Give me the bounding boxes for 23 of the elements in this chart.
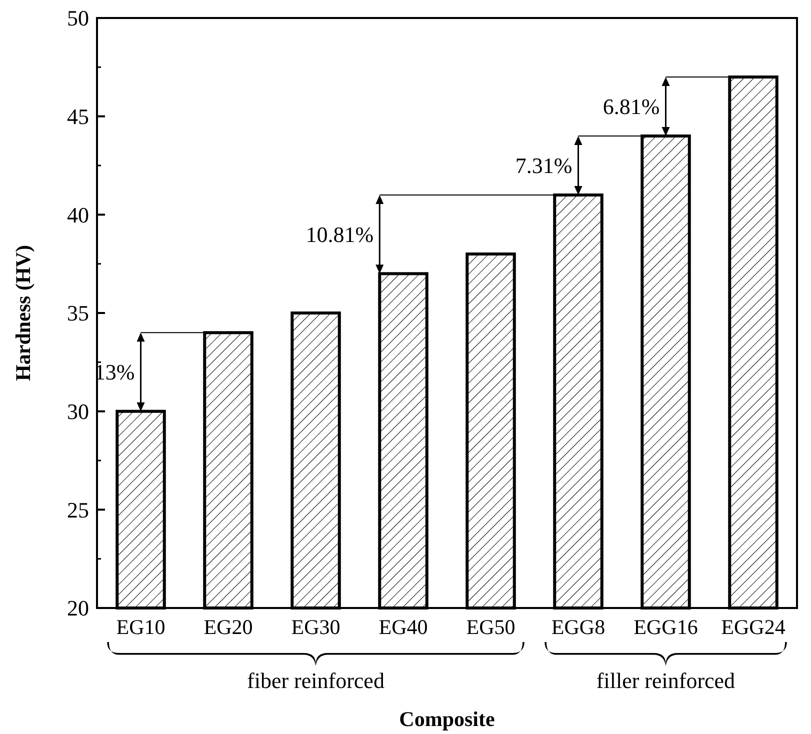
x-tick-label: EGG8: [551, 615, 606, 639]
y-tick-label: 40: [67, 202, 89, 228]
y-tick-label: 25: [67, 497, 89, 522]
annotation: 7.31%: [515, 153, 572, 178]
x-tick-label: EG10: [116, 615, 166, 639]
x-tick-label: EG50: [466, 615, 516, 639]
y-tick-label: 20: [67, 596, 89, 621]
x-tick-label: EGG16: [634, 615, 698, 639]
y-axis-title: Hardness (HV): [11, 245, 35, 381]
x-tick-label: EG40: [378, 615, 428, 639]
x-tick-label: EG30: [291, 615, 340, 639]
x-tick-label: EGG24: [721, 615, 786, 639]
annotation: 6.81%: [602, 94, 660, 120]
x-axis-title: Composite: [399, 707, 495, 731]
text: filler reinforced: [596, 668, 736, 693]
text: fiber reinforced: [247, 668, 384, 693]
annotation: 10.81%: [306, 222, 374, 248]
y-tick-label: 50: [67, 6, 89, 31]
annotation: 13%: [94, 360, 135, 385]
y-tick-label: 45: [67, 104, 89, 130]
x-tick-label: EG20: [204, 615, 253, 639]
y-tick-label: 35: [67, 300, 89, 326]
y-tick-label: 30: [67, 399, 89, 424]
